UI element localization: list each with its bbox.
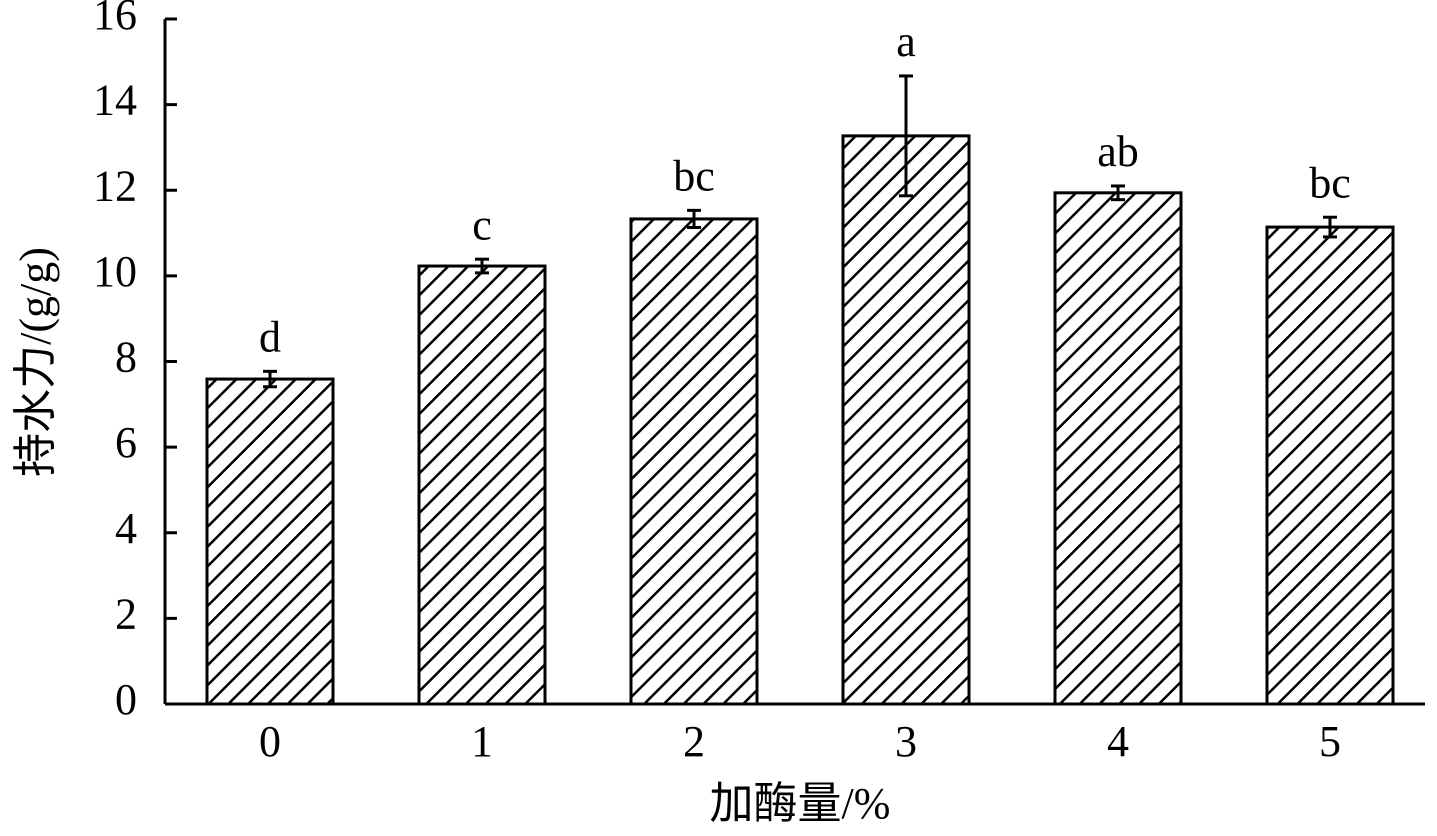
bar	[417, 264, 547, 706]
significance-label: c	[472, 200, 492, 249]
y-axis-label: 持水力/(g/g)	[11, 247, 60, 477]
y-tick-label: 0	[115, 675, 137, 724]
bar	[1053, 191, 1183, 706]
significance-label: bc	[1309, 158, 1351, 207]
error-bar	[1323, 215, 1337, 239]
y-tick-label: 14	[93, 76, 137, 125]
y-tick-label: 10	[93, 247, 137, 296]
error-bar	[687, 208, 701, 229]
bar	[629, 217, 759, 706]
y-tick-label: 6	[115, 418, 137, 467]
y-tick-label: 16	[93, 0, 137, 39]
x-axis-label: 加酶量/%	[710, 779, 891, 828]
y-tick-label: 2	[115, 589, 137, 638]
bar	[841, 134, 971, 706]
error-bar	[1111, 184, 1125, 202]
significance-label: a	[896, 17, 916, 66]
x-tick-label: 3	[895, 717, 917, 766]
significance-label: ab	[1097, 127, 1139, 176]
x-tick-label: 0	[259, 717, 281, 766]
error-bar	[263, 369, 277, 389]
y-tick-label: 12	[93, 161, 137, 210]
x-tick-label: 2	[683, 717, 705, 766]
x-tick-label: 4	[1107, 717, 1129, 766]
significance-label: bc	[673, 151, 715, 200]
x-tick-label: 5	[1319, 717, 1341, 766]
x-tick-label: 1	[471, 717, 493, 766]
y-tick-label: 8	[115, 333, 137, 382]
bar	[205, 377, 335, 706]
y-tick-label: 4	[115, 504, 137, 553]
error-bar	[475, 257, 489, 275]
bar	[1265, 225, 1395, 706]
significance-label: d	[259, 312, 281, 361]
error-bar	[899, 74, 913, 198]
